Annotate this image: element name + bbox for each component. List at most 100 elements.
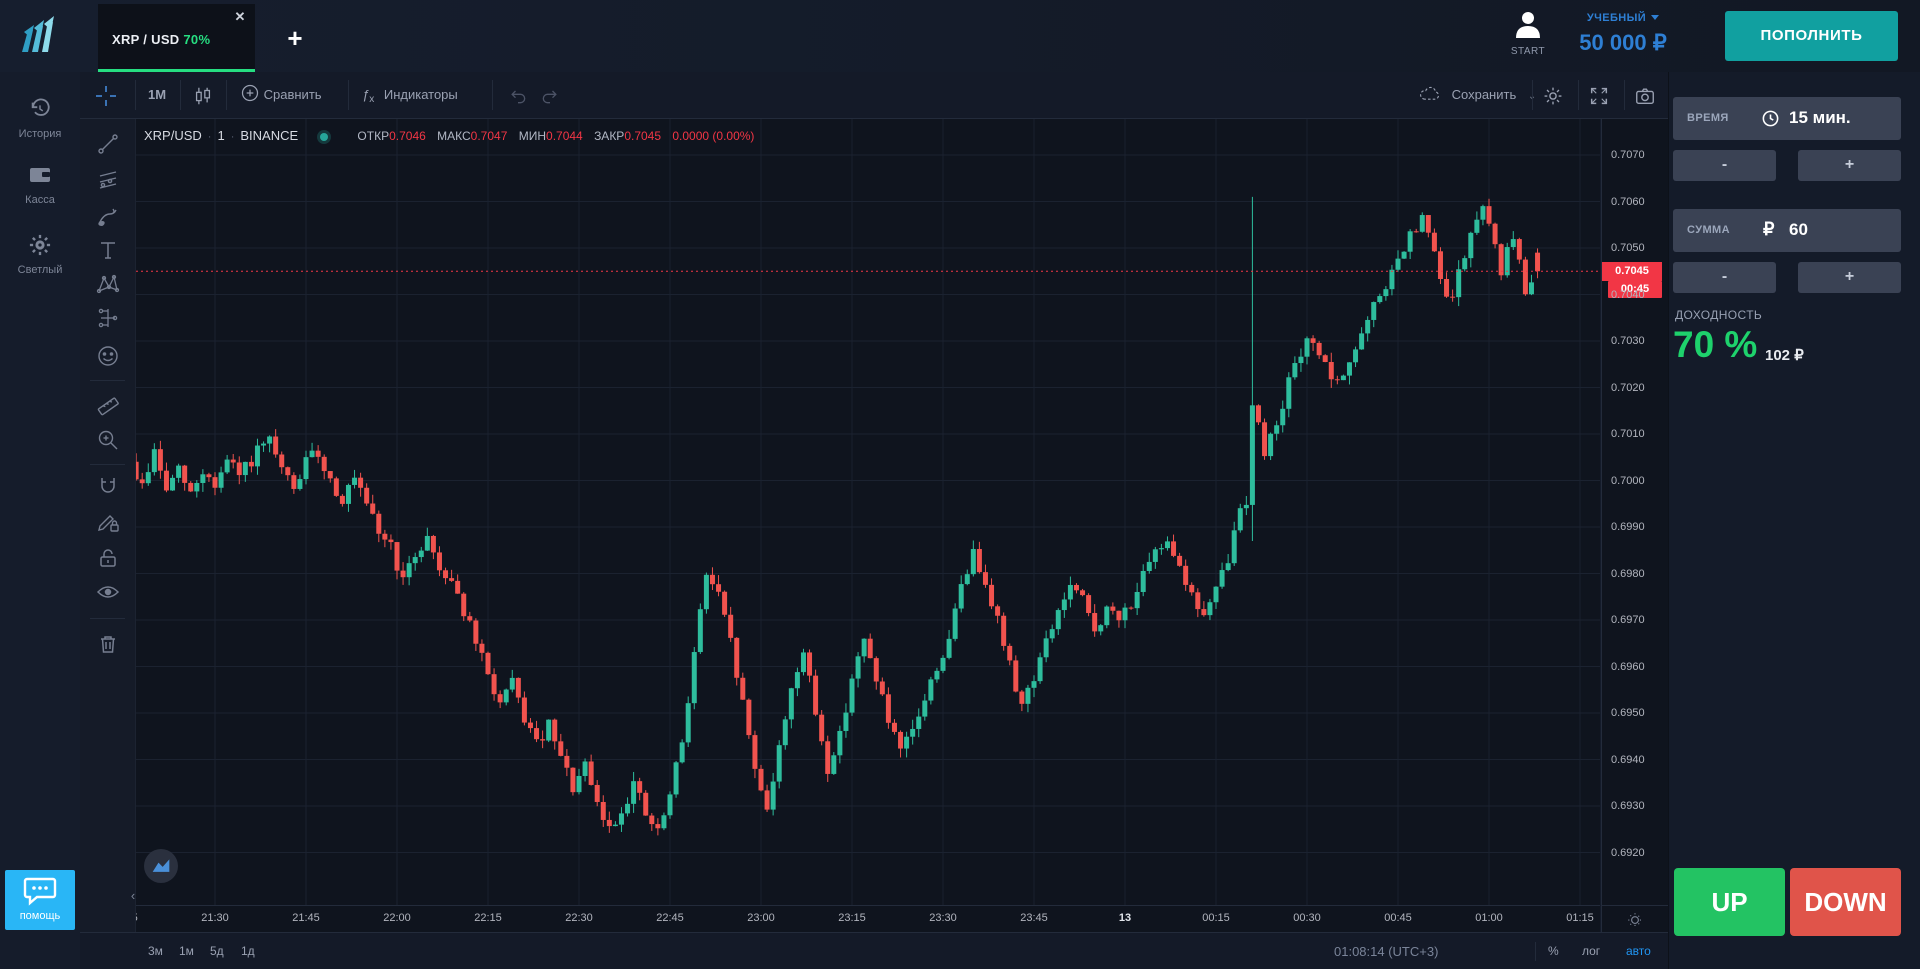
toolbar-divider: [90, 464, 125, 465]
crosshair-mode-icon[interactable]: [94, 72, 118, 118]
percent-scale-button[interactable]: %: [1548, 944, 1559, 958]
top-bar: XRP / USD 70% ✕ + START УЧЕБНЫЙ 50 000 ₽…: [0, 0, 1920, 73]
chart-watermark-button[interactable]: [144, 849, 178, 883]
session-sun-icon[interactable]: [1626, 911, 1644, 929]
expiry-time-value: 15 мин.: [1789, 108, 1851, 127]
interval-button[interactable]: 1M: [148, 87, 167, 102]
time-axis-label: 22:45: [656, 912, 684, 924]
left-sidebar: История Касса Светлый: [0, 72, 81, 969]
wallet-icon: [30, 168, 50, 182]
deposit-button[interactable]: ПОПОЛНИТЬ: [1725, 11, 1898, 61]
close-tab-icon[interactable]: ✕: [234, 9, 246, 24]
down-button[interactable]: DOWN: [1790, 868, 1901, 936]
remove-drawings-trash-icon[interactable]: [96, 632, 120, 656]
price-axis-label: 0.6940: [1611, 753, 1645, 766]
market-status-dot: [319, 132, 328, 141]
time-axis-label: 23:15: [838, 912, 866, 924]
chart-plot-area[interactable]: XRP/USD · 1 · BINANCE ОТКР0.7046 МАКС0.7047 …: [136, 119, 1600, 905]
indicators-button[interactable]: ƒx Индикаторы: [362, 87, 458, 105]
area-chart-icon: [152, 859, 170, 872]
up-button[interactable]: UP: [1674, 868, 1785, 936]
chevron-down-icon: [1651, 15, 1660, 20]
price-axis-label: 0.6990: [1611, 521, 1645, 533]
tab-active-underline: [98, 69, 255, 72]
trend-line-tool-icon[interactable]: [96, 132, 120, 156]
compare-button[interactable]: Сравнить: [240, 72, 322, 118]
emoji-tool-icon[interactable]: [96, 344, 120, 368]
range-button-5д[interactable]: 5д: [210, 944, 224, 958]
chart-settings-gear-icon[interactable]: [1542, 72, 1564, 118]
clock-icon: [1762, 110, 1779, 127]
toolbar-divider: [90, 380, 125, 381]
brush-tool-icon[interactable]: [96, 204, 120, 228]
expiry-time-field[interactable]: ВРЕМЯ 15 мин.: [1673, 97, 1901, 140]
time-axis-label: 00:15: [1202, 912, 1230, 924]
save-layout-button[interactable]: Сохранить ⌄: [1418, 72, 1536, 118]
amount-plus-button[interactable]: +: [1798, 262, 1901, 293]
price-axis-label: 0.7040: [1611, 288, 1645, 301]
measure-tool-icon[interactable]: [96, 390, 120, 416]
collapse-drawbar-handle[interactable]: ‹: [130, 888, 136, 903]
time-axis-label: 21:30: [201, 912, 229, 924]
magnet-tool-icon[interactable]: [96, 474, 120, 498]
amount-minus-button[interactable]: -: [1673, 262, 1776, 293]
history-icon: [31, 98, 50, 116]
time-minus-button[interactable]: -: [1673, 150, 1776, 181]
ruble-icon: ₽: [1763, 219, 1775, 239]
range-button-3м[interactable]: 3м: [148, 944, 163, 958]
chart-style-candles-icon[interactable]: [192, 72, 214, 118]
amount-value: 60: [1789, 220, 1808, 239]
xabcd-pattern-tool-icon[interactable]: [96, 272, 120, 296]
fullscreen-icon[interactable]: [1588, 72, 1610, 118]
log-scale-button[interactable]: лог: [1582, 944, 1601, 958]
app-logo-icon[interactable]: [14, 12, 62, 60]
time-axis-corner: [1601, 905, 1669, 933]
hide-drawings-eye-icon[interactable]: [96, 580, 120, 604]
payout-percent: 70 %: [1673, 324, 1758, 365]
account-avatar-label: START: [1510, 46, 1546, 57]
drawing-lock-tool-icon[interactable]: [96, 510, 120, 534]
clock-utc: 01:08:14 (UTC+3): [1334, 944, 1439, 959]
amount-field[interactable]: СУММА ₽ 60: [1673, 209, 1901, 252]
account-type-dropdown[interactable]: УЧЕБНЫЙ: [1567, 12, 1679, 24]
text-tool-icon[interactable]: [96, 238, 120, 262]
price-axis-label: 0.6930: [1611, 800, 1645, 812]
undo-icon[interactable]: [508, 72, 528, 118]
fib-retracement-tool-icon[interactable]: [96, 168, 120, 192]
time-plus-button[interactable]: +: [1798, 150, 1901, 181]
sidebar-item-theme[interactable]: Светлый: [0, 234, 80, 276]
lock-all-tool-icon[interactable]: [96, 546, 120, 570]
payout-amount: 102 ₽: [1765, 347, 1804, 364]
trade-panel: ВРЕМЯ 15 мин. - + СУММА ₽ 60 - + ДОХОДНО…: [1668, 72, 1920, 969]
redo-icon[interactable]: [540, 72, 560, 118]
price-axis-label: 0.6980: [1611, 567, 1645, 580]
time-axis[interactable]: 21:15 21:30 21:45 22:00 22:15 22:30 22:45 23:00…: [136, 905, 1600, 933]
time-axis-label: 01:15: [1566, 912, 1594, 924]
auto-scale-button[interactable]: авто: [1626, 944, 1651, 958]
price-axis-label: 0.7030: [1611, 335, 1645, 347]
toolbar-divider: [90, 618, 125, 619]
price-axis-label: 0.6960: [1611, 660, 1645, 673]
asset-tab-payout: 70%: [183, 32, 211, 47]
sidebar-item-history[interactable]: История: [0, 98, 80, 140]
price-axis-label: 0.7020: [1611, 381, 1645, 394]
price-axis-label: 0.7070: [1611, 149, 1645, 161]
snapshot-camera-icon[interactable]: [1634, 72, 1656, 118]
help-chat-button[interactable]: помощь: [5, 870, 75, 930]
asset-tab-title: XRP / USD 70%: [112, 32, 211, 47]
add-tab-button[interactable]: +: [287, 23, 303, 53]
range-button-1м[interactable]: 1м: [179, 944, 194, 958]
time-axis-label: 21:15: [136, 912, 138, 924]
account-avatar[interactable]: START: [1498, 6, 1558, 66]
price-axis[interactable]: 0.7045 00:45 0.6920 0.6930 0.6940 0.6950 0.6…: [1601, 119, 1669, 905]
bottom-bar: 3м 1м 5д 1д 01:08:14 (UTC+3) % лог авто: [80, 932, 1668, 969]
asset-tab[interactable]: XRP / USD 70% ✕: [98, 4, 255, 72]
range-button-1д[interactable]: 1д: [241, 944, 255, 958]
price-axis-label: 0.6920: [1611, 846, 1645, 859]
zoom-in-tool-icon[interactable]: [96, 428, 120, 452]
time-axis-label: 23:30: [929, 912, 957, 924]
forecast-tool-icon[interactable]: [96, 306, 120, 330]
sidebar-item-cashier[interactable]: Касса: [0, 164, 80, 206]
time-axis-label: 21:45: [292, 912, 320, 924]
payout-label: ДОХОДНОСТЬ: [1675, 308, 1763, 322]
